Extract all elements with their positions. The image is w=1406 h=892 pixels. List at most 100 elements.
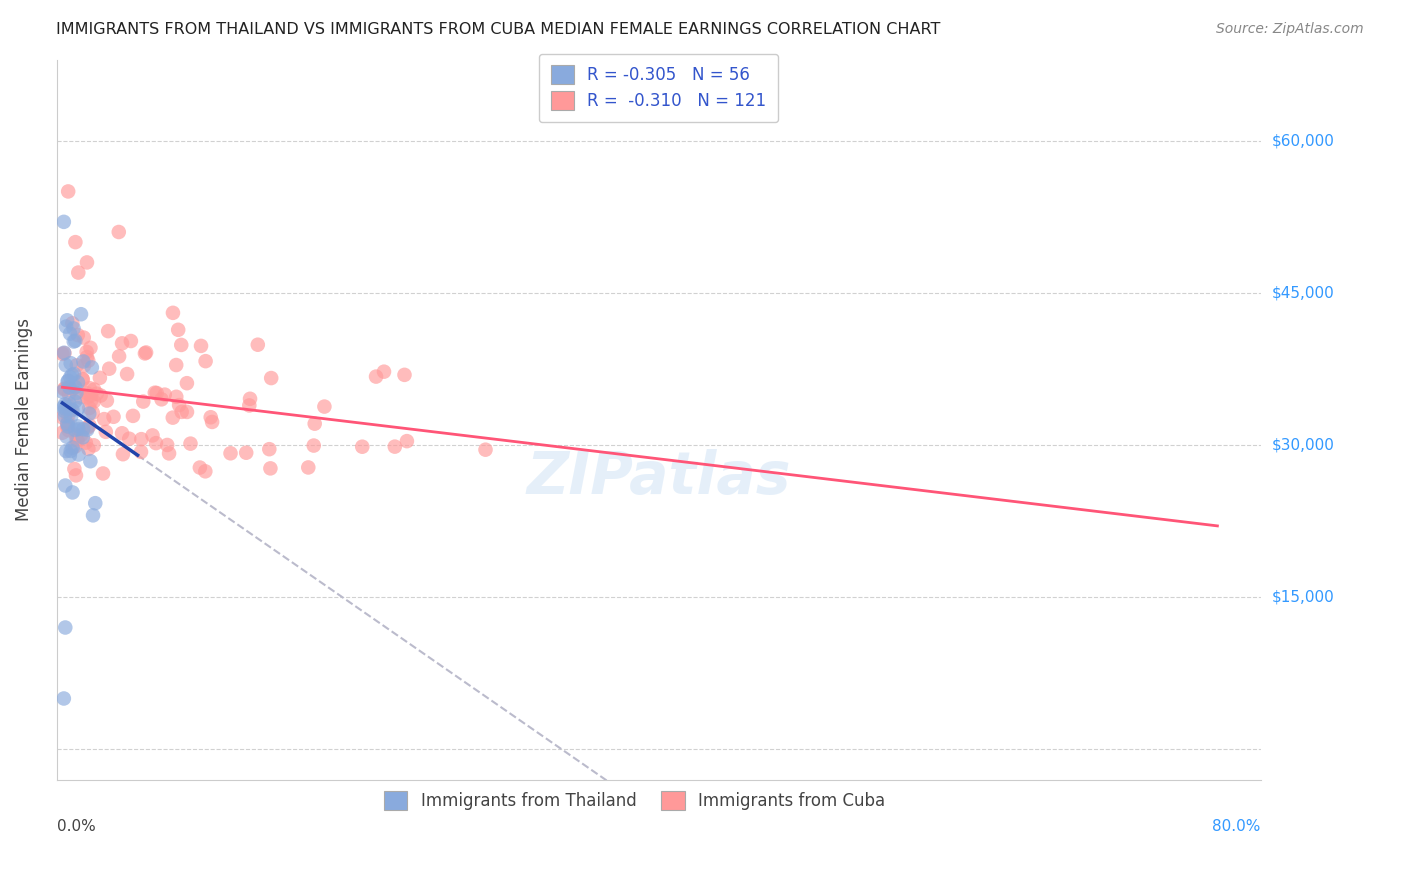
Point [53,382,76,396]
Point [59,381,82,395]
Point [108,350,131,364]
Point [72,422,94,436]
Point [79,341,101,355]
Point [55,319,77,334]
Point [65,334,87,348]
Point [111,426,134,441]
Point [86,386,108,401]
Point [79,381,101,395]
Point [79,401,101,415]
Point [65,427,87,442]
Point [176,405,198,419]
Point [76,423,98,437]
Text: $30,000: $30,000 [1272,437,1334,452]
Point [165,358,187,372]
Point [259,461,281,475]
Point [260,371,283,385]
Point [62,334,84,349]
Point [179,436,201,450]
Text: 0.0%: 0.0% [56,819,96,834]
Point [73,330,96,344]
Point [55,444,77,458]
Point [135,345,157,359]
Point [76,386,98,401]
Point [103,409,125,424]
Point [60,409,83,424]
Point [259,442,281,457]
Point [162,306,184,320]
Point [63,462,86,476]
Point [373,365,395,379]
Point [80,360,103,375]
Point [53,620,76,634]
Point [188,460,211,475]
Point [79,388,101,402]
Point [58,387,80,401]
Point [302,439,325,453]
Point [219,446,242,460]
Point [58,374,80,388]
Point [79,454,101,468]
Text: Source: ZipAtlas.com: Source: ZipAtlas.com [1216,22,1364,37]
Point [59,443,82,458]
Point [83,383,105,397]
Point [67,401,90,416]
Point [63,394,86,409]
Point [51,410,73,425]
Point [56,375,79,389]
Point [93,412,115,426]
Point [56,185,79,199]
Point [80,394,103,409]
Point [79,418,101,433]
Point [76,390,98,404]
Point [56,419,79,434]
Point [59,370,82,384]
Text: $15,000: $15,000 [1272,590,1334,605]
Point [134,346,156,360]
Point [59,356,82,370]
Point [72,372,94,386]
Point [143,385,166,400]
Point [58,401,80,416]
Point [167,398,190,412]
Point [62,441,84,455]
Point [62,321,84,335]
Point [297,460,319,475]
Point [239,392,262,406]
Point [165,390,187,404]
Point [65,433,87,447]
Point [132,394,155,409]
Point [66,359,89,373]
Point [352,440,374,454]
Point [56,398,79,412]
Point [107,225,129,239]
Point [53,383,76,397]
Point [72,373,94,387]
Y-axis label: Median Female Earnings: Median Female Earnings [15,318,32,521]
Point [153,387,176,401]
Point [131,432,153,446]
Point [67,422,90,436]
Point [52,215,75,229]
Point [145,386,167,401]
Point [70,428,93,442]
Point [364,369,387,384]
Point [238,399,260,413]
Text: $60,000: $60,000 [1272,133,1334,148]
Point [98,361,121,376]
Point [77,442,100,456]
Point [51,384,73,399]
Text: ZIPatlas: ZIPatlas [526,449,792,506]
Point [65,380,87,394]
Point [76,255,98,269]
Point [60,368,83,382]
Point [96,393,118,408]
Point [200,410,222,425]
Point [94,425,117,439]
Point [63,440,86,454]
Point [67,266,90,280]
Point [157,446,180,460]
Point [83,394,105,409]
Point [162,410,184,425]
Point [56,313,79,327]
